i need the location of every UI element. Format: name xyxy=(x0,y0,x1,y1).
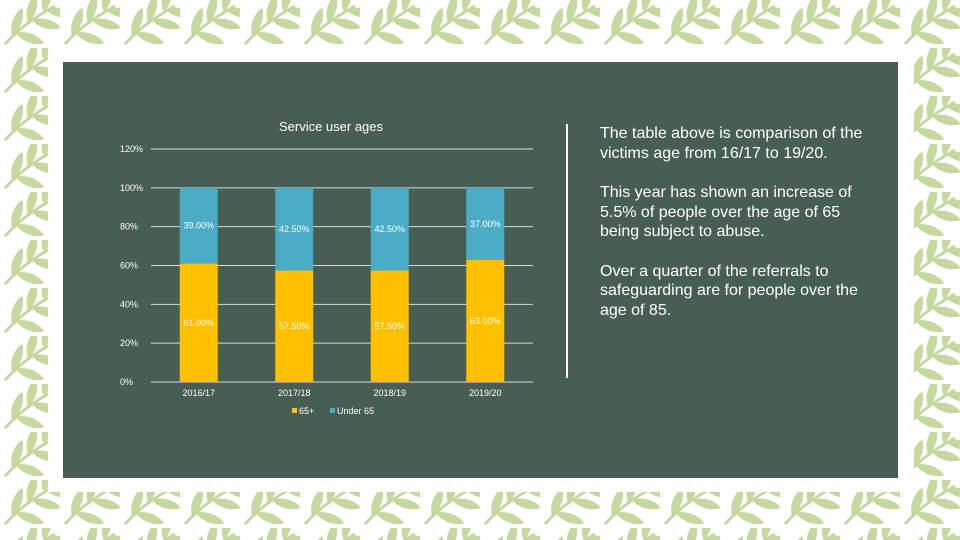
data-label: 63.00% xyxy=(470,316,501,326)
bar xyxy=(275,187,314,271)
y-tick-label: 40% xyxy=(120,299,138,309)
data-label: 57.50% xyxy=(279,321,310,331)
content-panel: Service user ages 0% 20% 40% 60% 80% 100% 120%… xyxy=(63,62,898,478)
data-label: 57.50% xyxy=(374,321,405,331)
x-tick-label: 2016/17 xyxy=(182,388,215,398)
data-label: 61.00% xyxy=(183,318,214,328)
legend-swatch xyxy=(330,408,335,413)
legend-label: 65+ xyxy=(299,406,314,416)
data-label: 42.50% xyxy=(374,224,405,234)
y-tick-label: 0% xyxy=(120,377,133,387)
bar xyxy=(275,270,314,382)
y-tick-label: 100% xyxy=(120,183,143,193)
x-tick-label: 2019/20 xyxy=(469,388,502,398)
y-tick-label: 80% xyxy=(120,222,138,232)
y-tick-label: 20% xyxy=(120,338,138,348)
bar xyxy=(179,187,218,264)
paragraph-comparison: The table above is comparison of the vic… xyxy=(600,125,863,162)
bar xyxy=(179,263,218,382)
paragraph-increase: This year has shown an increase of 5.5% … xyxy=(600,184,852,240)
y-tick-label: 120% xyxy=(120,144,143,154)
y-tick-label: 60% xyxy=(120,261,138,271)
data-label: 39.00% xyxy=(183,221,214,231)
bar xyxy=(370,187,409,271)
stacked-bar-chart: Service user ages 0% 20% 40% 60% 80% 100% 120%… xyxy=(120,119,533,416)
x-tick-label: 2017/18 xyxy=(278,388,311,398)
summary-text: The table above is comparison of the vic… xyxy=(600,124,870,340)
x-tick-label: 2018/19 xyxy=(373,388,406,398)
legend-label: Under 65 xyxy=(337,406,374,416)
divider-line xyxy=(566,124,568,378)
chart-title: Service user ages xyxy=(279,119,384,134)
bar xyxy=(370,270,409,382)
bar xyxy=(466,187,505,260)
bar xyxy=(466,259,505,382)
data-label: 37.00% xyxy=(470,219,501,229)
legend-swatch xyxy=(292,408,297,413)
data-label: 42.50% xyxy=(279,224,310,234)
paragraph-referrals: Over a quarter of the referrals to safeg… xyxy=(600,262,858,319)
